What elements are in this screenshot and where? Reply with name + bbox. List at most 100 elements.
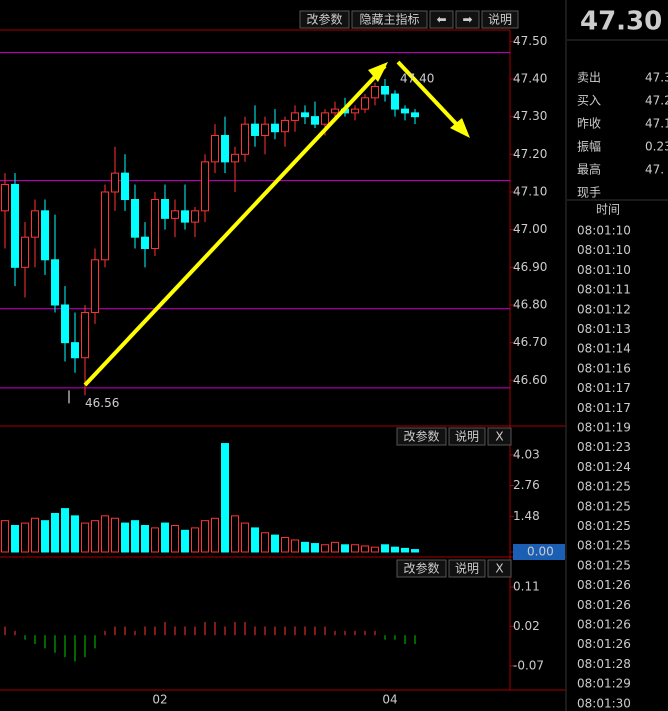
volume-bar (301, 541, 309, 553)
trend-arrow (83, 64, 387, 387)
candle-body (31, 210, 39, 238)
volume-bar (151, 527, 159, 553)
y-tick-label: 47.50 (513, 34, 547, 48)
quote-label: 现手 (577, 186, 601, 200)
button[interactable] (487, 559, 512, 578)
value-badge (513, 544, 565, 560)
y-tick-label: 47.10 (513, 184, 547, 198)
volume-bar (91, 520, 99, 553)
time-row: 08:01:26 (577, 578, 631, 592)
volume-bar (131, 520, 139, 553)
candle-body (281, 119, 289, 133)
volume-bar (271, 534, 279, 553)
time-row: 08:01:10 (577, 263, 631, 277)
candle-body (221, 134, 229, 163)
candle-body (291, 112, 299, 121)
volume-bar (221, 443, 229, 553)
time-row: 08:01:25 (577, 480, 631, 494)
time-row: 08:01:10 (577, 243, 631, 257)
time-row: 08:01:26 (577, 618, 631, 632)
candle-body (191, 210, 199, 223)
candle-body (81, 312, 89, 359)
time-row: 08:01:23 (577, 440, 631, 454)
button[interactable] (448, 559, 486, 578)
candle-body (201, 161, 209, 212)
time-row: 08:01:17 (577, 381, 631, 395)
button[interactable] (448, 427, 486, 446)
button-label: 改参数 (403, 429, 439, 444)
volume-bar (331, 541, 339, 553)
candle-body (41, 210, 49, 261)
time-row: 08:01:25 (577, 539, 631, 553)
time-row: 08:01:24 (577, 460, 631, 474)
button[interactable] (396, 559, 447, 578)
time-row: 08:01:26 (577, 598, 631, 612)
volume-bar (1, 520, 9, 553)
volume-bar (181, 529, 189, 553)
button[interactable] (455, 10, 480, 29)
candle-body (241, 123, 249, 155)
candle-body (271, 123, 279, 133)
button[interactable] (487, 427, 512, 446)
candle-body (111, 172, 119, 193)
arrow-head (450, 118, 470, 138)
candle-body (101, 191, 109, 261)
candle-body (351, 108, 359, 114)
candle-body (21, 236, 29, 268)
last-price: 47.30 (580, 7, 662, 37)
volume-bar (31, 517, 39, 553)
button[interactable] (481, 10, 519, 29)
volume-bar (201, 520, 209, 553)
button[interactable] (429, 10, 454, 29)
volume-bar (171, 524, 179, 553)
x-tick-label: 04 (382, 693, 397, 707)
volume-bar (401, 547, 409, 553)
button[interactable] (396, 427, 447, 446)
candle-body (251, 123, 259, 136)
quote-value: 0.23 (645, 140, 668, 154)
button-label: 说明 (488, 12, 512, 27)
y-tick-label: 4.03 (513, 447, 540, 461)
volume-bar (411, 549, 419, 553)
quote-label: 卖出 (577, 71, 601, 85)
y-tick-label: 46.90 (513, 260, 547, 274)
volume-bar (291, 539, 299, 553)
quote-label: 振幅 (577, 139, 601, 154)
button[interactable] (299, 10, 350, 29)
volume-bar (71, 515, 79, 553)
time-row: 08:01:10 (577, 224, 631, 238)
candle-body (231, 153, 239, 163)
y-tick-label: 2.76 (513, 478, 540, 492)
button-label: ➡ (462, 13, 472, 27)
candle-body (261, 123, 269, 136)
time-row: 08:01:11 (577, 283, 631, 297)
quote-value: 47.2 (645, 94, 668, 108)
candle-body (361, 97, 369, 110)
y-tick-label: 0.02 (513, 619, 540, 633)
quote-value: 47.3 (645, 71, 668, 85)
volume-bar (261, 532, 269, 553)
button-label: ⬅ (436, 13, 446, 27)
volume-bar (231, 515, 239, 553)
volume-bar (351, 544, 359, 553)
time-row: 08:01:13 (577, 322, 631, 336)
quote-value: 47. (645, 163, 664, 177)
time-row: 08:01:14 (577, 342, 631, 356)
volume-bar (141, 524, 149, 553)
y-tick-label: 46.80 (513, 297, 547, 311)
volume-bar (381, 544, 389, 553)
volume-bar (281, 537, 289, 553)
candle-body (301, 112, 309, 118)
button-label: 改参数 (306, 12, 342, 27)
candle-body (401, 108, 409, 114)
volume-bar (21, 522, 29, 553)
volume-bar (321, 544, 329, 553)
button[interactable] (351, 10, 428, 29)
candle-body (51, 259, 59, 306)
volume-bar (161, 522, 169, 553)
volume-bar (361, 545, 369, 553)
y-tick-label: 1.48 (513, 509, 540, 523)
candle-body (151, 199, 159, 249)
